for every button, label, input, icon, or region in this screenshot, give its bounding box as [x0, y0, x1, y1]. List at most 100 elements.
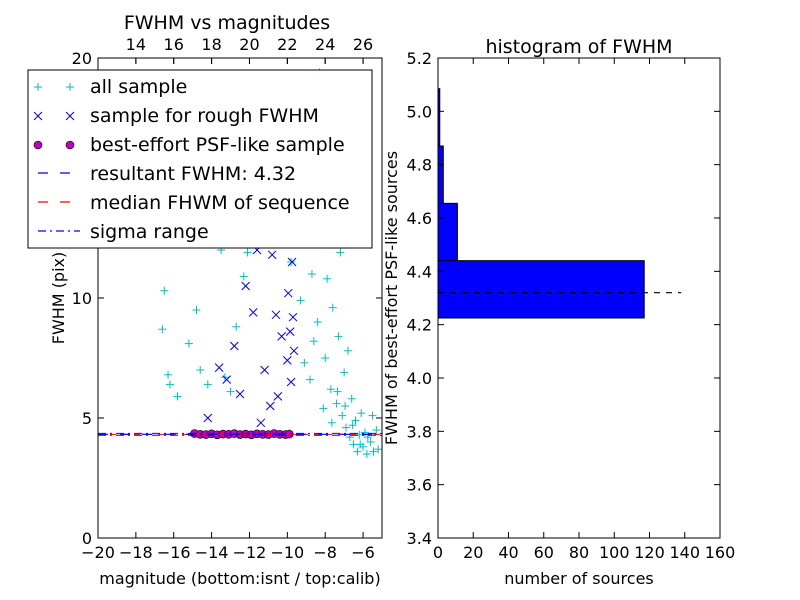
all-sample-point [165, 380, 174, 389]
hist-y-tick-label: 4.6 [407, 209, 432, 228]
rough-sample-point [273, 392, 283, 401]
y-tick-label: 5 [82, 409, 92, 428]
all-sample-point [351, 416, 360, 425]
all-sample-point [360, 428, 369, 437]
all-sample-point [334, 332, 343, 341]
all-sample-point [158, 325, 167, 334]
fwhm-histogram: histogram of FWHM 0 20 40 60 80 100 120 140 160 3… [382, 36, 735, 588]
rough-sample-point [260, 365, 269, 375]
all-sample-point [226, 387, 235, 396]
rough-sample-point-b [282, 356, 292, 365]
legend-entry-rough-sample: sample for rough FWHM [33, 105, 319, 127]
all-sample-point [323, 274, 332, 283]
legend-cross-right-b [65, 111, 75, 121]
rough-sample-point [287, 257, 297, 267]
rough-sample-point [241, 281, 251, 291]
hist-x-tick-label: 0 [433, 543, 443, 562]
legend-entry-best-effort: best-effort PSF-like sample [33, 134, 345, 156]
rough-sample-point-b [248, 308, 258, 317]
x-tick-label: −18 [119, 543, 153, 562]
rough-sample-point-b [260, 365, 269, 375]
all-sample-point [353, 447, 362, 456]
all-sample-point [319, 404, 328, 413]
rough-sample-point-b [289, 346, 299, 356]
x-tick-label: −20 [81, 543, 115, 562]
hist-y-tick-label: 4.8 [407, 156, 432, 175]
legend-circle-right [65, 140, 75, 150]
scatter-y-axis-label: FWHM (pix) [49, 252, 68, 345]
all-sample-point [343, 346, 352, 355]
legend-entry-median: median FHWM of sequence [38, 192, 350, 214]
rough-sample-point [235, 389, 245, 399]
all-sample-point [321, 354, 330, 362]
histogram-bar [437, 260, 645, 319]
hist-y-tick-label: 3.4 [407, 529, 432, 548]
histogram-title: histogram of FWHM [485, 36, 672, 58]
legend-cross-right [65, 111, 75, 121]
rough-sample-point-b [286, 377, 296, 387]
rough-sample-point-b [241, 281, 251, 291]
hist-y-tick-label: 5.0 [407, 102, 432, 121]
all-sample-point [368, 411, 377, 420]
hist-y-tick-label: 4.2 [407, 316, 432, 335]
rough-sample-point [289, 346, 299, 356]
rough-sample-point [277, 332, 287, 341]
legend-entry-sigma: sigma range [38, 221, 209, 243]
rough-sample-point [271, 310, 281, 320]
all-sample-point [306, 375, 315, 384]
legend-circle-left [33, 140, 43, 150]
all-sample-point [369, 447, 378, 456]
top-tick-label: 22 [277, 35, 297, 54]
scatter-title: FWHM vs magnitudes [124, 12, 330, 34]
rough-sample-point-b [283, 288, 293, 298]
all-sample-point [327, 418, 336, 427]
rough-sample-point [203, 413, 213, 423]
rough-sample-point-b [267, 250, 277, 260]
all-sample-point [307, 270, 316, 278]
rough-sample-point [283, 288, 293, 298]
rough-sample-point [222, 375, 232, 384]
all-sample-point [332, 399, 341, 408]
x-tick-label: −16 [157, 543, 191, 562]
all-sample-point [328, 303, 337, 312]
legend-frame [27, 69, 373, 249]
hist-x-tick-label: 60 [534, 543, 554, 562]
hist-x-tick-label: 20 [463, 543, 483, 562]
rough-sample-point-b [265, 401, 275, 411]
top-tick-label: 16 [164, 35, 184, 54]
all-sample-point [164, 370, 173, 379]
rough-sample-point-b [229, 341, 239, 351]
histogram-ticks: 0 20 40 60 80 100 120 140 160 3.4 3.6 3.8 4.0 4.2 4.4 4… [407, 49, 736, 562]
legend-cross-left [33, 111, 43, 121]
top-tick-label: 14 [126, 35, 146, 54]
all-sample-point [333, 387, 342, 396]
all-sample-point [340, 368, 349, 377]
histogram-x-axis-label: number of sources [504, 569, 654, 588]
all-sample-point [160, 286, 169, 295]
legend-entry-all-sample: all sample [34, 76, 187, 98]
rough-sample-point [267, 250, 277, 260]
legend-plus-right [66, 83, 74, 91]
x-tick-label: −10 [270, 543, 304, 562]
all-sample-point [239, 272, 248, 281]
all-sample-point [184, 339, 193, 348]
x-tick-label: −6 [351, 543, 375, 562]
rough-sample-point-b [222, 375, 232, 384]
rough-sample-point [285, 327, 295, 336]
hist-x-tick-label: 120 [634, 543, 665, 562]
scatter-plot-area [98, 68, 382, 458]
all-sample-point [296, 296, 305, 305]
rough-sample-point [214, 363, 224, 372]
rough-sample-point [288, 312, 298, 322]
all-sample-point [362, 450, 371, 458]
hist-x-tick-label: 140 [669, 543, 700, 562]
rough-sample-point-b [235, 389, 245, 399]
all-sample-point [196, 366, 205, 374]
rough-sample-point-b [288, 312, 298, 322]
top-tick-label: 20 [239, 35, 259, 54]
legend-label-all-sample: all sample [90, 76, 187, 98]
hist-x-tick-label: 40 [498, 543, 518, 562]
top-tick-label: 24 [315, 35, 335, 54]
rough-sample-point-b [271, 310, 281, 320]
